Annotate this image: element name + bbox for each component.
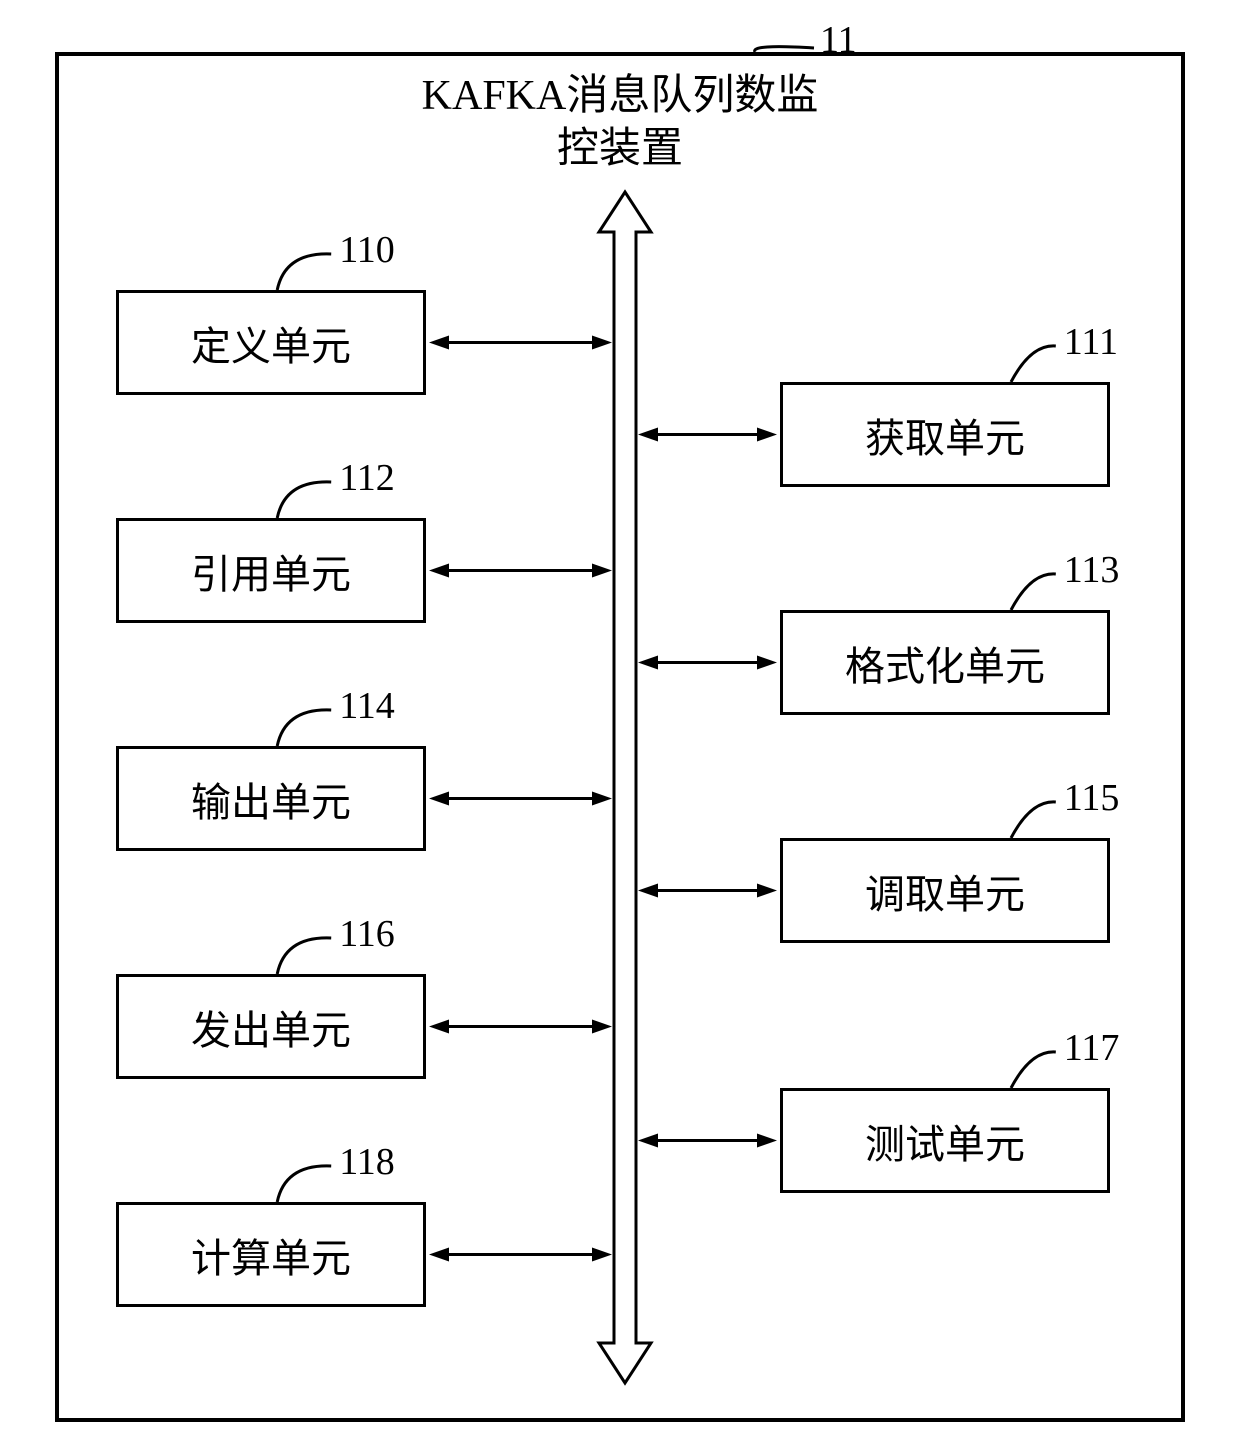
unit-box-111: 获取单元 (780, 382, 1110, 487)
ref-label-113: 113 (1064, 548, 1120, 592)
diagram-canvas: KAFKA消息队列数监 控装置 11 定义单元 110 引用单元 112 输出单元 114… (0, 0, 1240, 1443)
ref-label-112: 112 (339, 456, 395, 500)
unit-box-115: 调取单元 (780, 838, 1110, 943)
unit-label-117: 测试单元 (865, 1112, 1025, 1170)
ref-label-117: 117 (1064, 1026, 1120, 1070)
unit-box-116: 发出单元 (116, 974, 426, 1079)
ref-label-118: 118 (339, 1140, 395, 1184)
unit-box-114: 输出单元 (116, 746, 426, 851)
ref-label-114: 114 (339, 684, 395, 728)
ref-label-111: 111 (1064, 320, 1118, 364)
ref-label-115: 115 (1064, 776, 1120, 820)
ref-label-116: 116 (339, 912, 395, 956)
title-line1: KAFKA消息队列数监 (422, 73, 819, 119)
title-line2: 控装置 (557, 126, 683, 172)
unit-box-113: 格式化单元 (780, 610, 1110, 715)
unit-label-110: 定义单元 (191, 314, 351, 372)
unit-label-114: 输出单元 (191, 770, 351, 828)
unit-label-111: 获取单元 (865, 406, 1025, 464)
outer-ref-label: 11 (820, 18, 857, 62)
ref-label-110: 110 (339, 228, 395, 272)
unit-label-112: 引用单元 (191, 542, 351, 600)
unit-label-115: 调取单元 (865, 862, 1025, 920)
unit-label-118: 计算单元 (191, 1226, 351, 1284)
unit-box-110: 定义单元 (116, 290, 426, 395)
unit-box-112: 引用单元 (116, 518, 426, 623)
unit-label-113: 格式化单元 (845, 634, 1045, 692)
unit-label-116: 发出单元 (191, 998, 351, 1056)
unit-box-118: 计算单元 (116, 1202, 426, 1307)
unit-box-117: 测试单元 (780, 1088, 1110, 1193)
diagram-title: KAFKA消息队列数监 控装置 (300, 70, 940, 175)
